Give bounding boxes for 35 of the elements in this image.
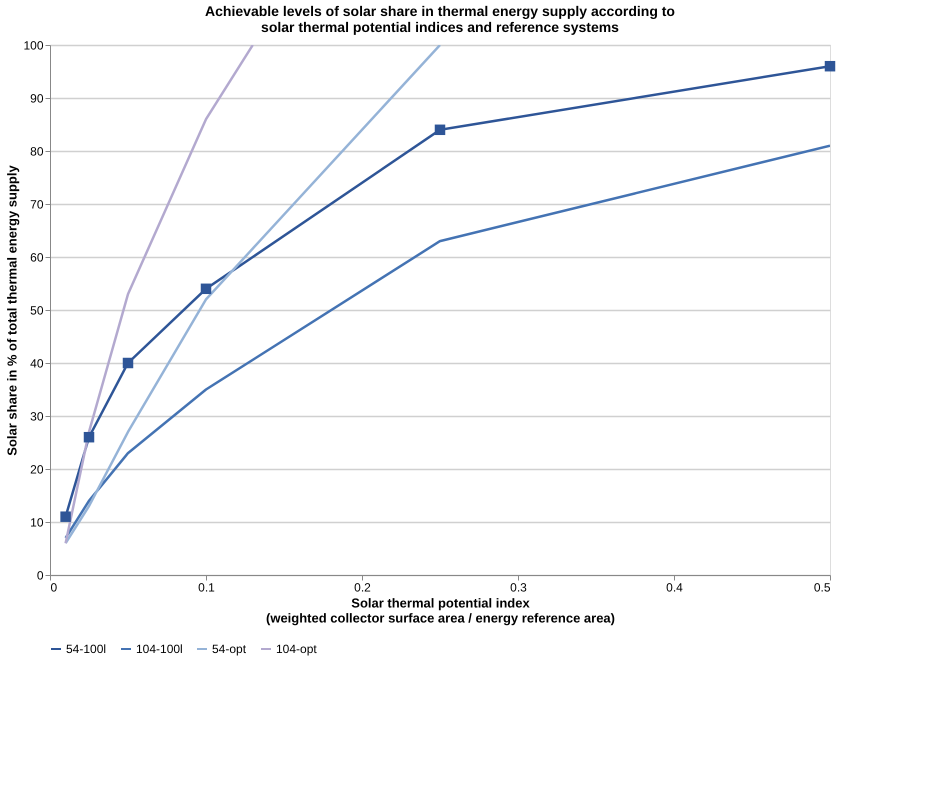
y-tick-label: 20 [30, 462, 44, 476]
point [824, 60, 836, 72]
line-series [64, 45, 442, 544]
legend-label: 104-100l [136, 642, 183, 656]
y-tick-label: 0 [36, 568, 44, 582]
text: Solar thermal potential index [351, 596, 530, 610]
text: solar thermal potential indices and reference systems [261, 19, 619, 35]
y-tick-label: 60 [30, 250, 44, 264]
y-axis-title: Solar share in % of total thermal energy supply [4, 164, 20, 456]
y-tick-label: 90 [30, 92, 44, 106]
x-tick-label: 0.4 [666, 580, 684, 594]
x-tick-label: 0.1 [198, 580, 216, 594]
x-tick-label: 0 [50, 580, 58, 594]
x-tick-label: 0.2 [354, 580, 372, 594]
text: (weighted collector surface area / energy reference area) [266, 610, 615, 626]
y-tick-label: 10 [30, 516, 44, 530]
legend-label: 104-opt [276, 642, 318, 656]
legend-label: 54-opt [212, 642, 247, 656]
y-tick-label: 50 [30, 304, 44, 318]
y-tick-label: 70 [30, 198, 44, 212]
point [200, 284, 212, 294]
line-series [64, 144, 830, 540]
y-tick-label: 80 [30, 144, 44, 158]
legend-label: 54-100l [66, 642, 106, 656]
text: Achievable levels of solar share in thermal energy supply according to [205, 3, 675, 19]
y-tick-label: 100 [23, 38, 44, 52]
y-tick-label: 40 [30, 356, 44, 370]
point [60, 511, 71, 522]
point [84, 432, 94, 442]
x-tick-label: 0.3 [510, 580, 528, 594]
y-tick-label: 30 [30, 410, 44, 424]
point [434, 124, 446, 136]
line-series [64, 45, 254, 544]
point [122, 358, 134, 368]
x-tick-label: 0.5 [814, 580, 831, 594]
